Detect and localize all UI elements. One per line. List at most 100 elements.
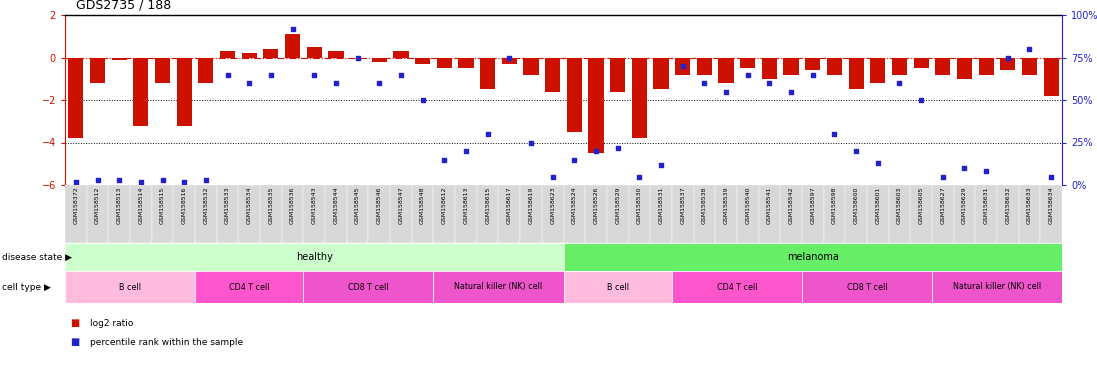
Bar (629, 185, 651, 243)
Point (739, 71, 757, 78)
Bar (415, 58, 430, 64)
Text: log2 ratio: log2 ratio (90, 318, 134, 328)
Point (436, 156, 453, 162)
Text: GSM158548: GSM158548 (420, 187, 426, 224)
Bar (588, 58, 603, 153)
Text: GSM158535: GSM158535 (269, 187, 273, 224)
Bar (802, 185, 824, 243)
Text: healthy: healthy (296, 252, 332, 262)
Bar (719, 58, 734, 83)
Text: GSM158634: GSM158634 (1049, 187, 1053, 224)
Bar (914, 58, 929, 68)
Text: GSM158601: GSM158601 (875, 187, 880, 224)
Text: Natural killer (NK) cell: Natural killer (NK) cell (454, 283, 543, 291)
Bar (870, 58, 885, 83)
Bar (567, 58, 581, 132)
Text: GSM158529: GSM158529 (615, 187, 620, 224)
Bar (372, 58, 387, 62)
Bar (523, 58, 539, 74)
Text: GSM158632: GSM158632 (1005, 187, 1010, 224)
Text: GSM158547: GSM158547 (398, 187, 404, 224)
Bar (112, 58, 127, 60)
Bar (263, 49, 279, 58)
Bar (805, 58, 821, 70)
Point (891, 80, 908, 86)
Bar (585, 185, 607, 243)
Text: GSM158633: GSM158633 (1027, 187, 1032, 224)
Point (457, 148, 475, 154)
Bar (217, 185, 238, 243)
Text: B cell: B cell (607, 283, 629, 291)
Point (695, 80, 713, 86)
Bar (997, 185, 1019, 243)
Bar (87, 185, 109, 243)
Point (955, 165, 973, 171)
Bar (715, 185, 737, 243)
Bar (780, 185, 802, 243)
Bar (979, 58, 994, 74)
Bar (740, 58, 756, 68)
Point (609, 144, 626, 151)
Bar (325, 185, 347, 243)
Point (371, 80, 388, 86)
Bar (911, 185, 932, 243)
Point (913, 97, 930, 103)
Bar (282, 185, 304, 243)
Point (414, 97, 431, 103)
Bar (783, 58, 799, 74)
Point (240, 80, 258, 86)
Bar (846, 185, 867, 243)
Text: GSM158617: GSM158617 (507, 187, 512, 224)
Text: melanoma: melanoma (787, 252, 839, 262)
Point (197, 177, 215, 183)
Text: GSM158534: GSM158534 (247, 187, 251, 224)
Point (869, 160, 886, 166)
Bar (394, 51, 408, 58)
Text: GSM158537: GSM158537 (680, 187, 686, 224)
Bar (411, 185, 433, 243)
Bar (304, 185, 325, 243)
Text: GSM158631: GSM158631 (984, 187, 988, 224)
Text: GSM158603: GSM158603 (897, 187, 902, 224)
Bar (564, 243, 1062, 271)
Text: GSM158372: GSM158372 (73, 187, 78, 225)
Point (934, 174, 951, 180)
Text: percentile rank within the sample: percentile rank within the sample (90, 338, 244, 347)
Bar (433, 271, 564, 303)
Point (847, 148, 864, 154)
Bar (328, 51, 343, 58)
Text: CD4 T cell: CD4 T cell (716, 283, 757, 291)
Bar (651, 185, 671, 243)
Bar (1040, 185, 1062, 243)
Text: GSM158542: GSM158542 (789, 187, 793, 224)
Bar (391, 185, 411, 243)
Point (522, 139, 540, 146)
Bar (867, 185, 889, 243)
Point (132, 179, 149, 185)
Point (89, 177, 106, 183)
Bar (285, 34, 301, 58)
Text: CD4 T cell: CD4 T cell (229, 283, 270, 291)
Text: GSM158513: GSM158513 (116, 187, 122, 224)
Point (479, 131, 497, 137)
Bar (564, 185, 585, 243)
Point (218, 71, 236, 78)
Text: GSM158526: GSM158526 (593, 187, 599, 224)
Text: ■: ■ (70, 337, 80, 347)
Bar (459, 58, 474, 68)
Bar (498, 185, 520, 243)
Point (653, 162, 670, 168)
Bar (564, 271, 671, 303)
Text: GSM158539: GSM158539 (724, 187, 728, 224)
Bar (827, 58, 842, 74)
Bar (1043, 58, 1059, 96)
Text: GSM158546: GSM158546 (376, 187, 382, 224)
Point (327, 80, 344, 86)
Point (544, 174, 562, 180)
Point (977, 168, 995, 174)
Bar (848, 58, 863, 89)
Bar (957, 58, 972, 79)
Bar (433, 185, 455, 243)
Bar (260, 185, 282, 243)
Bar (369, 185, 391, 243)
